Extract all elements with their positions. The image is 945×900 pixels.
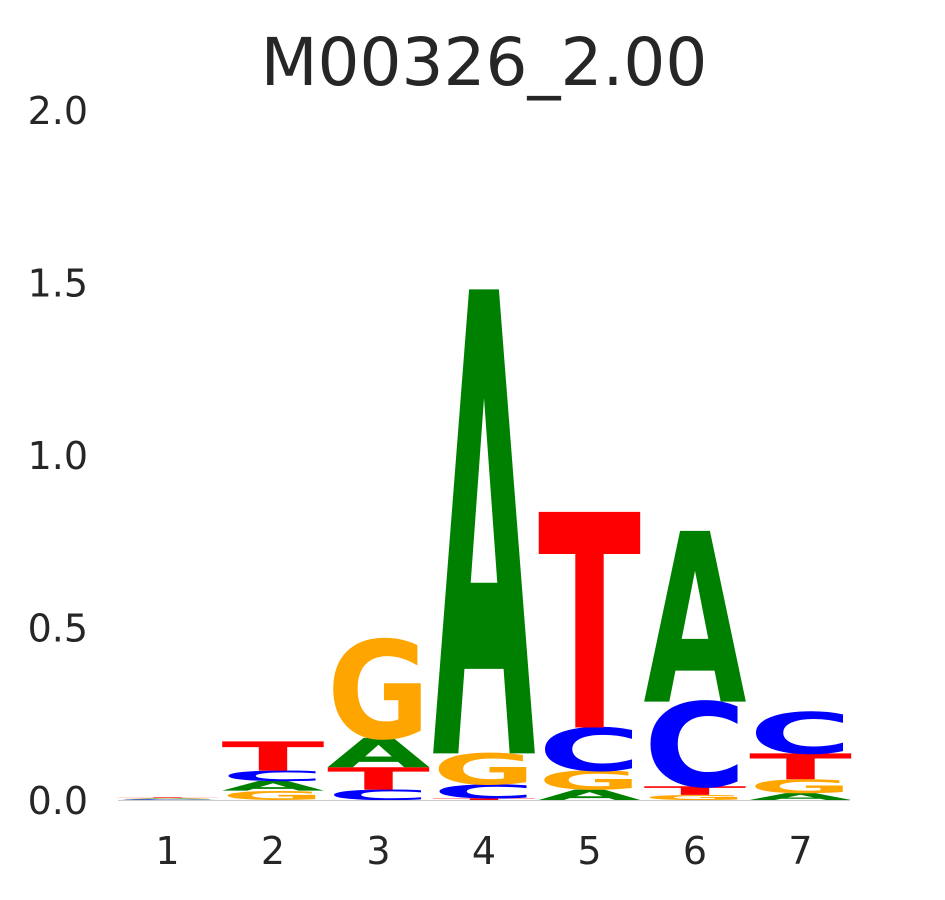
logo-letter-c: C xyxy=(433,781,536,803)
chart-title: M00326_2.00 xyxy=(261,24,708,101)
logo-letter-g: G xyxy=(749,776,852,798)
y-tick-label: 1.5 xyxy=(28,262,88,306)
logo-letter-g: G xyxy=(538,766,641,796)
logo-letter-a: A xyxy=(644,484,747,757)
x-tick-label: 1 xyxy=(155,829,179,873)
logo-letter-a: A xyxy=(433,164,537,900)
x-tick-label: 6 xyxy=(683,829,707,873)
logo-letter-t: T xyxy=(433,798,536,801)
logo-letter-c: C xyxy=(116,799,219,800)
y-axis: 2.0 1.5 1.0 0.5 0.0 xyxy=(28,89,88,823)
logo-letter-a: A xyxy=(538,787,641,804)
logo-letter-c: C xyxy=(749,701,852,767)
logo-letter-t: T xyxy=(538,454,641,798)
logo-letter-c: C xyxy=(327,787,430,804)
logo-letter-a: A xyxy=(327,730,430,777)
logo-letter-g: G xyxy=(222,788,325,803)
x-tick-label: 3 xyxy=(366,829,390,873)
y-tick-label: 2.0 xyxy=(28,89,88,133)
x-axis: 1 2 3 4 5 6 7 xyxy=(155,829,812,873)
x-tick-label: 2 xyxy=(261,829,285,873)
logo-letter-a: A xyxy=(749,791,852,802)
y-tick-label: 0.5 xyxy=(28,607,88,651)
logo-letter-g: G xyxy=(433,745,536,795)
y-tick-label: 1.0 xyxy=(28,434,88,478)
logo-letter-g: G xyxy=(116,798,219,799)
logo-letter-g: G xyxy=(644,793,747,801)
logo-letter-t: T xyxy=(644,784,747,798)
logo-letter-t: T xyxy=(327,761,430,797)
logo-letter-t: T xyxy=(116,797,219,798)
y-tick-label: 0.0 xyxy=(28,779,88,823)
logo-letter-c: C xyxy=(644,680,747,814)
x-tick-label: 7 xyxy=(788,829,812,873)
logo-letter-a: A xyxy=(222,778,325,793)
logo-letter-c: C xyxy=(222,768,325,785)
logo-letter-c: C xyxy=(538,716,641,785)
x-tick-label: 4 xyxy=(472,829,496,873)
logo-letter-t: T xyxy=(222,734,325,781)
logo-letter-t: T xyxy=(749,746,852,787)
x-tick-label: 5 xyxy=(577,829,601,873)
logo-letter-g: G xyxy=(327,613,430,770)
logo-letter-a: A xyxy=(116,798,219,799)
